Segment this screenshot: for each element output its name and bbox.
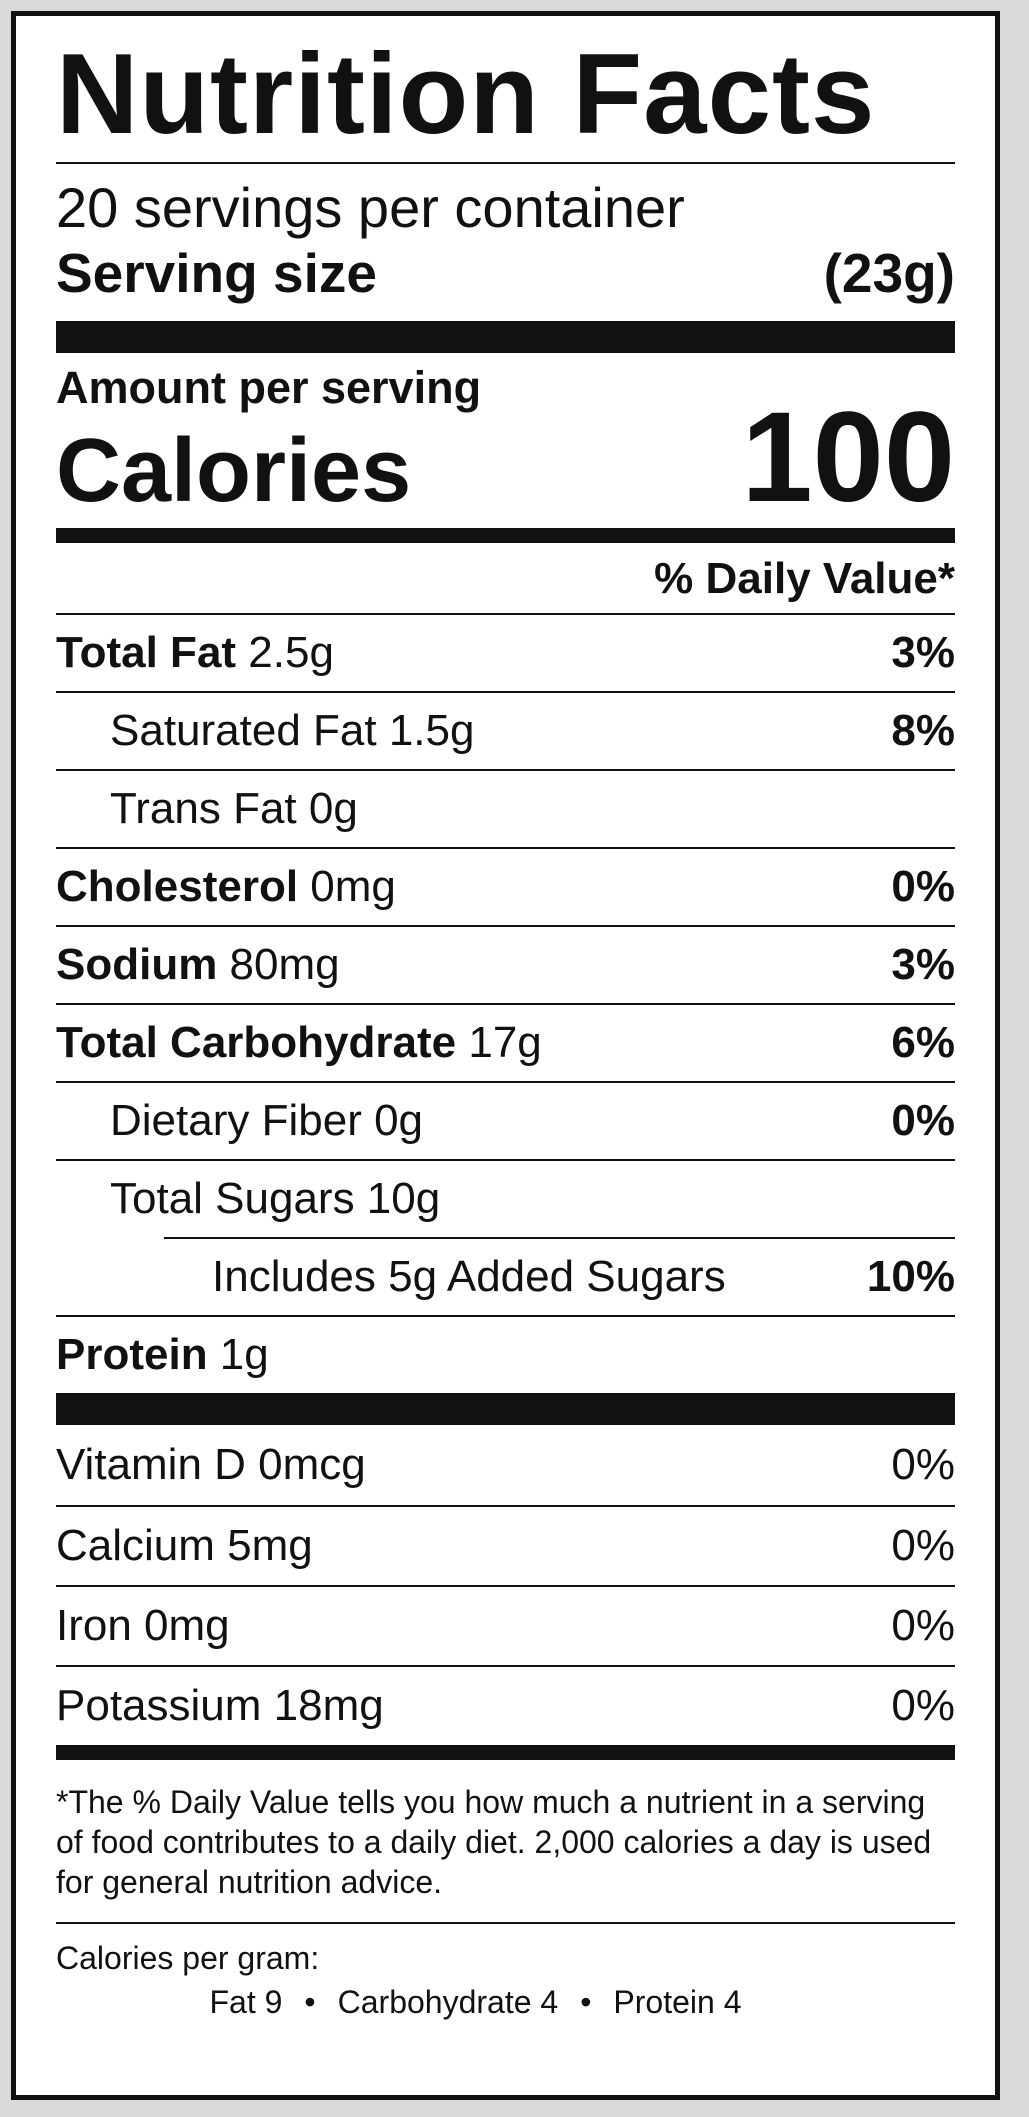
nutrient-percent: 10% (866, 1252, 955, 1301)
nutrient-name: Sodium 80mg (56, 940, 340, 989)
vitamin-name: Iron 0mg (56, 1601, 230, 1650)
vitamin-name: Vitamin D 0mcg (56, 1440, 366, 1489)
nutrient-name: Trans Fat 0g (110, 784, 358, 833)
daily-value-footnote: *The % Daily Value tells you how much a … (56, 1784, 932, 1900)
nutrient-row-protein: Protein 1g (56, 1315, 955, 1393)
label-title: Nutrition Facts (56, 31, 876, 158)
daily-value-header: % Daily Value* (654, 554, 955, 603)
vitamin-percent: 0% (891, 1601, 955, 1650)
protein-calories-per-gram: Protein 4 (613, 1984, 742, 2020)
nutrient-name: Includes 5g Added Sugars (212, 1252, 726, 1301)
fat-calories-per-gram: Fat 9 (209, 1984, 283, 2020)
medium-divider (56, 528, 955, 543)
calories-value: 100 (741, 386, 955, 529)
nutrient-row-cholesterol: Cholesterol 0mg 0% (56, 847, 955, 925)
nutrient-name: Protein 1g (56, 1330, 269, 1379)
amount-per-serving: Amount per serving (56, 362, 482, 413)
vitamin-name: Calcium 5mg (56, 1521, 313, 1570)
nutrient-row-total-sugars: Total Sugars 10g (56, 1159, 955, 1237)
calories-per-gram-heading: Calories per gram: (56, 1940, 320, 1976)
servings-per-container: 20 servings per container (56, 176, 685, 239)
serving-size-row: Serving size (23g) (56, 246, 955, 301)
vitamin-percent: 0% (891, 1521, 955, 1570)
serving-size-value: (23g) (823, 242, 955, 304)
nutrient-row-total-carbohydrate: Total Carbohydrate 17g 6% (56, 1003, 955, 1081)
vitamin-row-calcium: Calcium 5mg 0% (56, 1505, 955, 1585)
nutrient-name: Saturated Fat 1.5g (110, 706, 475, 755)
bullet-separator: • (304, 1984, 316, 2020)
nutrient-percent: 0% (891, 1096, 955, 1145)
thick-divider (56, 321, 955, 353)
vitamin-row-vitamin-d: Vitamin D 0mcg 0% (56, 1425, 955, 1505)
thick-divider (56, 1393, 955, 1425)
nutrient-row-dietary-fiber: Dietary Fiber 0g 0% (56, 1081, 955, 1159)
calories-row: Calories 100 (56, 394, 955, 522)
calories-per-gram-values: Fat 9 • Carbohydrate 4 • Protein 4 (56, 1986, 955, 2018)
calories-label: Calories (56, 421, 412, 521)
nutrient-name: Total Fat 2.5g (56, 628, 334, 677)
vitamin-percent: 0% (891, 1440, 955, 1489)
nutrient-row-added-sugars: Includes 5g Added Sugars 10% (164, 1237, 955, 1315)
vitamin-name: Potassium 18mg (56, 1681, 384, 1730)
nutrient-name: Total Sugars 10g (110, 1174, 441, 1223)
nutrient-row-trans-fat: Trans Fat 0g (56, 769, 955, 847)
bullet-separator: • (580, 1984, 592, 2020)
vitamin-row-iron: Iron 0mg 0% (56, 1585, 955, 1665)
nutrient-percent: 0% (891, 862, 955, 911)
vitamin-percent: 0% (891, 1681, 955, 1730)
serving-size-label: Serving size (56, 242, 377, 304)
nutrient-percent: 6% (891, 1018, 955, 1067)
nutrient-percent: 3% (891, 940, 955, 989)
nutrient-name: Cholesterol 0mg (56, 862, 396, 911)
nutrient-percent: 8% (891, 706, 955, 755)
nutrient-name: Dietary Fiber 0g (110, 1096, 424, 1145)
nutrient-row-total-fat: Total Fat 2.5g 3% (56, 613, 955, 691)
nutrient-name: Total Carbohydrate 17g (56, 1018, 542, 1067)
nutrient-percent: 3% (891, 628, 955, 677)
carbohydrate-calories-per-gram: Carbohydrate 4 (337, 1984, 559, 2020)
divider (56, 162, 955, 164)
vitamin-row-potassium: Potassium 18mg 0% (56, 1665, 955, 1745)
nutrient-row-sodium: Sodium 80mg 3% (56, 925, 955, 1003)
nutrient-row-saturated-fat: Saturated Fat 1.5g 8% (56, 691, 955, 769)
label-content: Nutrition Facts 20 servings per containe… (56, 16, 955, 2018)
nutrition-facts-label: Nutrition Facts 20 servings per containe… (11, 11, 1000, 2100)
medium-divider (56, 1745, 955, 1760)
divider (56, 1922, 955, 1924)
